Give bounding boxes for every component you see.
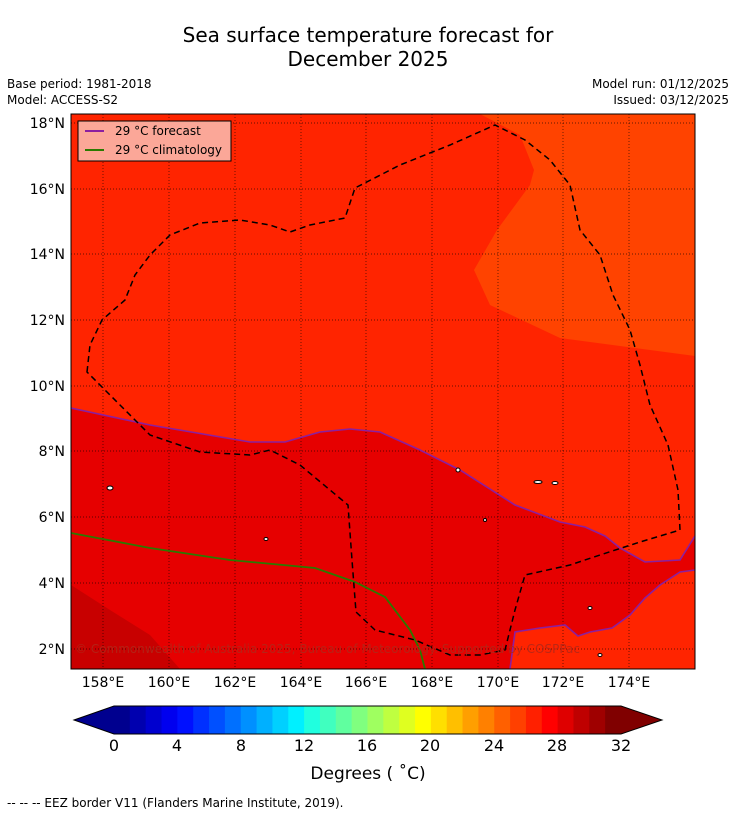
map-plot-area: © Commonwealth of Australia 2025, Bureau… [71,114,695,669]
colorbar-segment [525,706,543,734]
colorbar-tick: 4 [172,736,182,755]
lon-label: 174°E [608,675,651,691]
lat-label: 4°N [39,576,65,592]
colorbar-segment [256,706,273,734]
colorbar-outline [72,705,664,735]
lon-label: 158°E [82,675,125,691]
map-gridlines [71,114,695,669]
model-name: Model: ACCESS-S2 [7,93,119,107]
colorbar-label: Degrees ( ˚C) [310,764,426,784]
colorbar-segment [161,706,178,734]
map-title-line2: December 2025 [287,47,449,71]
colorbar-extend-max [621,706,662,734]
sst-field-31 [71,585,180,669]
colorbar-tick: 20 [420,736,440,755]
legend-climatology-label: 29 °C climatology [115,143,222,157]
eez-footnote: -- -- -- EEZ border V11 (Flanders Marine… [7,796,344,810]
copyright-watermark: © Commonwealth of Australia 2025, Bureau… [75,642,580,656]
colorbar-segment [415,706,432,734]
colorbar-segment [177,706,194,734]
colorbar-segment [478,706,495,734]
colorbar [72,705,664,735]
lat-label: 16°N [30,182,65,198]
colorbar-segment [605,706,622,734]
colorbar-segment [304,706,321,734]
colorbar-segment [430,706,448,734]
colorbar-segment [557,706,574,734]
colorbar-segment [145,706,163,734]
lon-label: 172°E [542,675,585,691]
colorbar-segment [319,706,337,734]
forecast-29c-contour-south [509,569,695,669]
lat-label: 6°N [39,510,65,526]
lat-label: 8°N [39,444,65,460]
colorbar-segment [383,706,400,734]
colorbar-segment [335,706,353,734]
colorbar-tick: 0 [109,736,119,755]
lon-label: 164°E [280,675,323,691]
islands [106,467,603,657]
issued-date: Issued: 03/12/2025 [613,93,729,107]
legend-forecast-label: 29 °C forecast [115,124,201,138]
colorbar-tick: 16 [357,736,377,755]
base-period: Base period: 1981-2018 [7,77,152,91]
colorbar-segment [209,706,226,734]
lat-label: 18°N [30,116,65,132]
colorbar-tick: 32 [611,736,631,755]
climatology-29c-contour [71,532,426,669]
colorbar-tick: 8 [236,736,246,755]
lat-label: 10°N [30,379,65,395]
map-title-line1: Sea surface temperature forecast for [182,23,554,47]
lat-label: 14°N [30,247,65,263]
colorbar-segment [573,706,590,734]
model-run: Model run: 01/12/2025 [591,77,729,91]
colorbar-segment [224,706,242,734]
colorbar-tick: 12 [294,736,314,755]
lon-label: 168°E [411,675,454,691]
colorbar-extend-min [74,706,114,734]
colorbar-segment [367,706,384,734]
colorbar-segment [589,706,606,734]
lat-label: 12°N [30,313,65,329]
colorbar-segment [446,706,464,734]
colorbar-segment [288,706,305,734]
lon-label: 170°E [477,675,520,691]
latitude-axis: 18°N 16°N 14°N 12°N 10°N 8°N 6°N 4°N 2°N [30,116,65,658]
colorbar-ticks: 0 4 8 12 16 20 24 28 32 [109,736,631,755]
sst-field-29-30 [71,408,695,669]
colorbar-tick: 24 [484,736,504,755]
colorbar-segment [272,706,289,734]
lon-label: 166°E [345,675,388,691]
eez-border [86,124,681,656]
colorbar-segment [541,706,559,734]
colorbar-segment [399,706,416,734]
lon-label: 162°E [214,675,257,691]
colorbar-segment [462,706,479,734]
colorbar-segment [129,706,147,734]
longitude-axis: 158°E 160°E 162°E 164°E 166°E 168°E 170°… [82,675,651,691]
colorbar-segment [510,706,527,734]
colorbar-segment [114,706,131,734]
colorbar-segment [193,706,210,734]
map-frame [70,113,696,670]
colorbar-tick: 28 [547,736,567,755]
map-legend: 29 °C forecast 29 °C climatology [77,120,232,162]
colorbar-segment [351,706,368,734]
lon-label: 160°E [148,675,191,691]
colorbar-segment [494,706,511,734]
lat-label: 2°N [39,642,65,658]
colorbar-segment [240,706,258,734]
